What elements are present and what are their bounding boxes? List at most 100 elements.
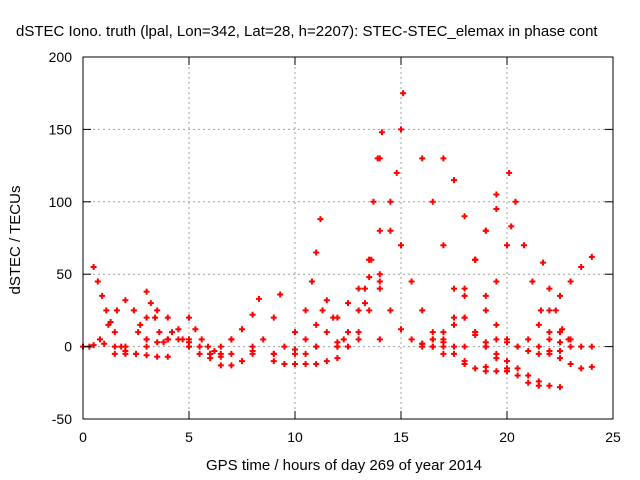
data-point xyxy=(429,329,436,336)
data-point xyxy=(557,347,563,354)
data-point xyxy=(164,353,171,360)
y-tick-labels: -50 0 50 100 150 200 xyxy=(49,49,73,427)
x-tick-label: 0 xyxy=(79,429,87,445)
data-point xyxy=(164,336,171,343)
data-point xyxy=(588,253,595,260)
data-point xyxy=(111,329,118,336)
data-point xyxy=(205,343,212,350)
data-points xyxy=(80,90,595,391)
data-point xyxy=(152,314,159,321)
data-point xyxy=(429,343,436,350)
data-point xyxy=(440,343,447,350)
data-point xyxy=(160,339,167,346)
data-point xyxy=(376,336,383,343)
data-point xyxy=(504,339,510,346)
data-point xyxy=(525,347,532,354)
data-point xyxy=(101,340,108,347)
data-point xyxy=(143,352,150,359)
data-point xyxy=(154,339,161,346)
data-point xyxy=(451,350,457,357)
data-point xyxy=(143,336,150,343)
data-point xyxy=(345,329,351,336)
data-point xyxy=(186,314,192,321)
data-point xyxy=(122,297,129,304)
data-point xyxy=(557,384,563,391)
data-point xyxy=(270,314,277,321)
data-point xyxy=(440,155,447,162)
data-point xyxy=(249,343,256,350)
data-point xyxy=(361,300,368,307)
data-point xyxy=(345,343,351,350)
data-point xyxy=(408,336,415,343)
data-point xyxy=(334,355,341,362)
data-point xyxy=(504,358,510,365)
data-point xyxy=(96,336,103,343)
y-tick-label: -50 xyxy=(52,411,72,427)
data-point xyxy=(366,307,373,314)
data-point xyxy=(281,343,288,350)
y-tick-label: 150 xyxy=(49,121,73,137)
data-point xyxy=(578,365,585,372)
data-point xyxy=(461,285,468,292)
data-point xyxy=(323,358,330,365)
data-point xyxy=(557,329,563,336)
data-point xyxy=(493,278,500,285)
data-point xyxy=(588,343,595,350)
data-point xyxy=(323,297,330,304)
data-point xyxy=(228,362,235,369)
data-point xyxy=(535,378,542,385)
data-point xyxy=(239,358,245,365)
data-point xyxy=(451,321,457,328)
data-point xyxy=(207,350,214,357)
data-point xyxy=(122,350,129,357)
data-point xyxy=(493,350,500,357)
data-point xyxy=(387,307,394,314)
data-point xyxy=(540,259,547,266)
data-point xyxy=(154,353,161,360)
data-point xyxy=(292,346,298,353)
data-point xyxy=(355,329,362,336)
data-point xyxy=(366,256,373,263)
data-point xyxy=(302,360,309,367)
data-point xyxy=(535,343,542,350)
data-point xyxy=(419,155,426,162)
data-point xyxy=(493,321,500,328)
data-point xyxy=(376,271,383,278)
data-point xyxy=(111,350,118,357)
y-axis-label: dSTEC / TECUs xyxy=(7,186,24,295)
data-point xyxy=(482,343,489,350)
data-point xyxy=(175,326,182,333)
data-point xyxy=(567,336,574,343)
x-tick-label: 15 xyxy=(393,429,409,445)
data-point xyxy=(504,242,510,249)
data-point xyxy=(451,314,457,321)
data-point xyxy=(154,307,161,314)
data-point xyxy=(169,329,176,336)
data-point xyxy=(105,321,112,328)
data-point xyxy=(156,329,163,336)
data-point xyxy=(546,285,553,292)
data-point xyxy=(249,311,256,318)
data-point xyxy=(429,198,436,205)
data-point xyxy=(461,314,468,321)
data-point xyxy=(578,263,585,270)
data-point xyxy=(419,307,426,314)
data-point xyxy=(334,343,341,350)
data-point xyxy=(408,278,415,285)
data-point xyxy=(493,206,500,213)
data-point xyxy=(355,285,362,292)
data-point xyxy=(239,326,245,333)
x-axis-label: GPS time / hours of day 269 of year 2014 xyxy=(206,457,482,474)
data-point xyxy=(398,126,404,133)
x-tick-label: 20 xyxy=(499,429,515,445)
data-point xyxy=(302,350,309,357)
data-point xyxy=(281,360,288,367)
data-point xyxy=(546,329,553,336)
data-point xyxy=(557,355,563,362)
data-point xyxy=(482,368,489,375)
data-point xyxy=(525,336,532,343)
x-tick-labels: 0 5 10 15 20 25 xyxy=(79,429,621,445)
data-point xyxy=(504,365,510,372)
data-point xyxy=(292,360,298,367)
